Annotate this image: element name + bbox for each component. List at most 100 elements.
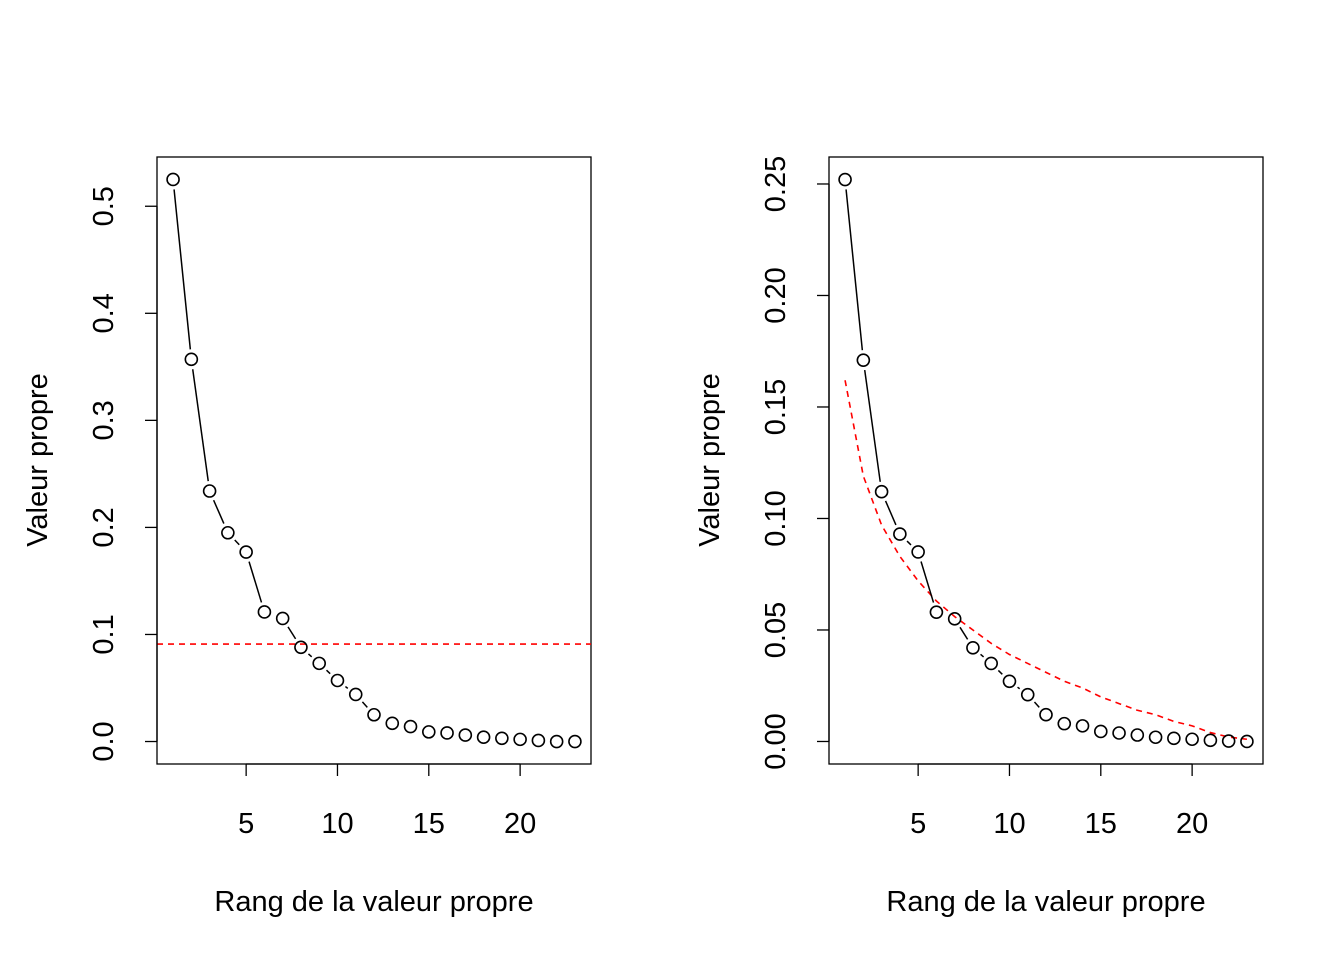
series-segment (980, 653, 985, 658)
x-tick-label: 10 (321, 808, 353, 840)
reference-curve (844, 380, 1248, 741)
data-point (929, 605, 944, 619)
data-point (966, 641, 980, 655)
left-y-axis-title: Valeur propre (22, 373, 54, 547)
data-point (348, 687, 363, 702)
series-segment (920, 561, 935, 603)
data-point (421, 725, 436, 739)
y-tick-label: 0.0 (88, 721, 120, 761)
data-point (476, 730, 491, 745)
data-point (257, 605, 272, 619)
data-point (1075, 719, 1090, 733)
data-point (531, 733, 546, 748)
data-point (838, 172, 852, 187)
data-point (202, 484, 217, 498)
data-point (1112, 726, 1126, 740)
data-point (984, 656, 999, 671)
data-point (874, 484, 889, 499)
series-segment (1017, 686, 1021, 690)
left-chart: 5 10 15 20 0.0 0.1 0.2 0.3 0.4 0.5 Rang de la va… (22, 156, 592, 918)
data-point (495, 731, 509, 746)
data-point (911, 545, 925, 559)
series-segment (884, 500, 897, 526)
x-tick-label: 20 (504, 808, 536, 840)
y-tick-label: 0.4 (88, 293, 120, 333)
data-point (549, 734, 564, 749)
data-point (568, 734, 582, 749)
data-point (1057, 716, 1072, 731)
y-tick-label: 0.20 (760, 267, 792, 323)
left-chart-marks (157, 172, 591, 749)
plot-frame (156, 156, 592, 765)
data-point (385, 716, 400, 731)
right-chart: 5 10 15 20 0.00 0.05 0.10 0.15 0.20 0.25 Rang de… (694, 156, 1264, 918)
data-point (1221, 734, 1236, 748)
data-point (239, 545, 253, 559)
y-tick-label: 0.15 (760, 379, 792, 435)
y-tick-label: 0.00 (760, 713, 792, 769)
data-point (513, 732, 527, 747)
y-tick-label: 0.10 (760, 490, 792, 546)
data-point (294, 640, 308, 655)
series-segment (325, 669, 331, 675)
series-segment (997, 669, 1003, 675)
data-point (1002, 674, 1017, 689)
series-segment (1033, 701, 1040, 708)
series-segment (234, 539, 240, 546)
data-point (1167, 731, 1181, 746)
data-point (458, 728, 473, 742)
series-segment (307, 653, 313, 658)
y-tick-label: 0.3 (88, 400, 120, 440)
y-tick-label: 0.5 (88, 186, 120, 226)
data-point (1020, 687, 1035, 702)
data-point (440, 726, 454, 740)
series-segment (248, 561, 263, 603)
series-segment (361, 701, 368, 708)
data-point (221, 525, 235, 540)
data-point (1130, 728, 1145, 742)
series-segment (212, 499, 225, 524)
data-point (1203, 733, 1218, 748)
x-tick-label: 20 (1176, 808, 1208, 840)
data-point (1185, 732, 1199, 747)
left-y-axis: 0.0 0.1 0.2 0.3 0.4 0.5 (88, 186, 158, 762)
data-point (1093, 724, 1108, 739)
data-point (312, 656, 327, 671)
data-point (1148, 730, 1163, 745)
y-tick-label: 0.1 (88, 614, 120, 654)
right-chart-marks (838, 172, 1254, 749)
left-x-axis-title: Rang de la valeur propre (214, 886, 533, 918)
data-point (856, 353, 871, 367)
data-point (1039, 707, 1053, 722)
x-tick-label: 15 (413, 808, 445, 840)
data-point (893, 527, 907, 541)
series-segment (173, 189, 192, 350)
x-tick-label: 5 (910, 808, 926, 840)
left-x-axis: 5 10 15 20 (238, 763, 536, 840)
series-segment (191, 369, 209, 482)
x-tick-label: 15 (1085, 808, 1117, 840)
data-point (275, 611, 290, 626)
y-tick-label: 0.05 (760, 602, 792, 658)
series-segment (845, 189, 864, 351)
series-segment (863, 369, 881, 482)
x-tick-label: 5 (238, 808, 254, 840)
data-point (1240, 734, 1254, 749)
right-x-axis: 5 10 15 20 (910, 763, 1208, 840)
series-segment (906, 540, 912, 546)
data-point (166, 172, 180, 187)
y-tick-label: 0.25 (760, 156, 792, 212)
series-segment (344, 685, 349, 689)
data-point (330, 673, 345, 688)
data-point (367, 707, 381, 722)
data-point (184, 352, 199, 367)
right-y-axis-title: Valeur propre (694, 373, 726, 547)
data-point (947, 612, 962, 626)
right-y-axis: 0.00 0.05 0.10 0.15 0.20 0.25 (760, 156, 830, 770)
series-segment (959, 626, 969, 640)
data-point (403, 719, 418, 734)
right-x-axis-title: Rang de la valeur propre (886, 886, 1205, 918)
y-tick-label: 0.2 (88, 507, 120, 547)
x-tick-label: 10 (993, 808, 1025, 840)
